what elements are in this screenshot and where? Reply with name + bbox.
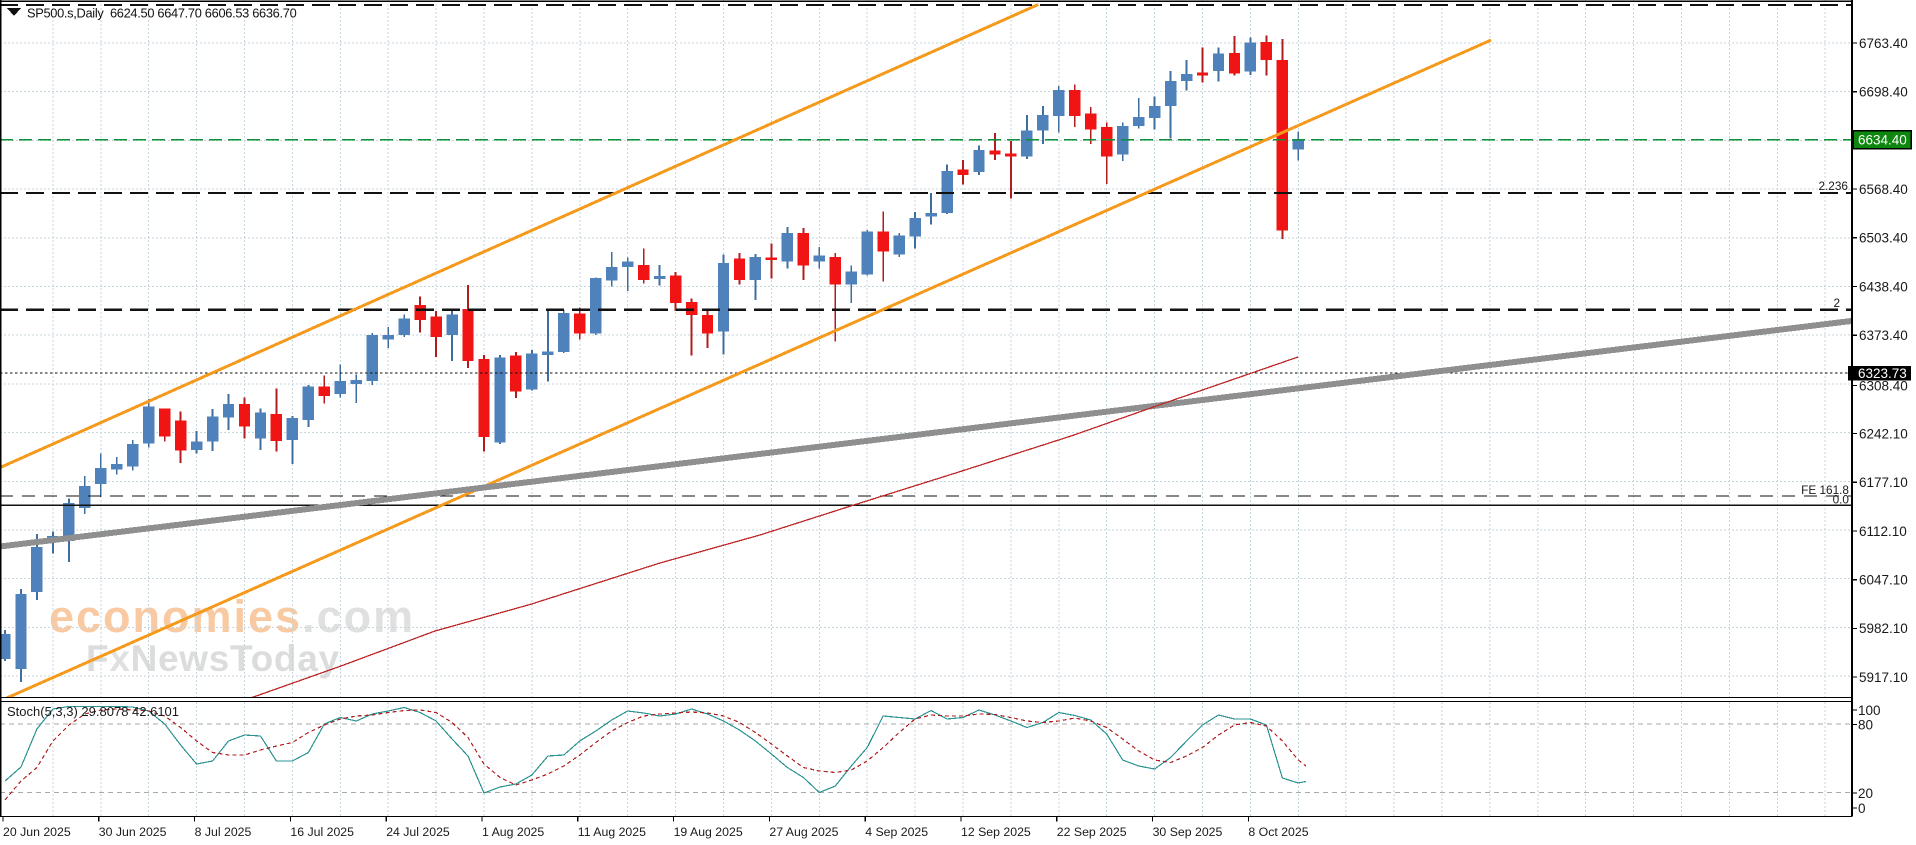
svg-text:6438.40: 6438.40	[1859, 279, 1908, 294]
svg-text:16 Jul 2025: 16 Jul 2025	[290, 825, 354, 839]
svg-text:8 Oct 2025: 8 Oct 2025	[1248, 825, 1308, 839]
svg-text:80: 80	[1858, 717, 1873, 732]
svg-text:6373.40: 6373.40	[1859, 328, 1908, 343]
svg-text:19 Aug 2025: 19 Aug 2025	[674, 825, 743, 839]
svg-text:6177.10: 6177.10	[1859, 475, 1908, 490]
svg-text:6763.40: 6763.40	[1859, 36, 1908, 51]
svg-text:FE 161.8: FE 161.8	[1801, 483, 1849, 497]
svg-text:8 Jul 2025: 8 Jul 2025	[195, 825, 252, 839]
svg-text:30 Sep 2025: 30 Sep 2025	[1153, 825, 1223, 839]
svg-text:24 Jul 2025: 24 Jul 2025	[386, 825, 450, 839]
svg-text:30 Jun 2025: 30 Jun 2025	[99, 825, 167, 839]
svg-text:2: 2	[1833, 296, 1840, 310]
svg-text:0: 0	[1858, 801, 1866, 816]
svg-text:20: 20	[1858, 786, 1873, 801]
svg-text:1 Aug 2025: 1 Aug 2025	[482, 825, 544, 839]
svg-text:27 Aug 2025: 27 Aug 2025	[769, 825, 838, 839]
svg-text:5982.10: 5982.10	[1859, 621, 1908, 636]
svg-text:100: 100	[1858, 703, 1881, 718]
svg-text:6634.40: 6634.40	[1858, 133, 1907, 148]
svg-text:2.236: 2.236	[1818, 179, 1848, 193]
svg-text:6242.10: 6242.10	[1859, 426, 1908, 441]
svg-text:5917.10: 5917.10	[1859, 670, 1908, 685]
svg-text:FxNewsToday: FxNewsToday	[86, 638, 340, 679]
svg-text:6568.40: 6568.40	[1859, 182, 1908, 197]
svg-text:12 Sep 2025: 12 Sep 2025	[961, 825, 1031, 839]
svg-text:SP500.s,Daily 6624.50 6647.70: SP500.s,Daily 6624.50 6647.70 6606.53 66…	[27, 6, 297, 21]
svg-text:6112.10: 6112.10	[1859, 524, 1907, 539]
svg-text:6698.40: 6698.40	[1859, 85, 1908, 100]
svg-text:6323.73: 6323.73	[1858, 366, 1907, 381]
svg-text:6503.40: 6503.40	[1859, 231, 1908, 246]
svg-text:22 Sep 2025: 22 Sep 2025	[1057, 825, 1127, 839]
svg-text:11 Aug 2025: 11 Aug 2025	[578, 825, 646, 839]
svg-text:20 Jun 2025: 20 Jun 2025	[3, 825, 71, 839]
svg-text:4 Sep 2025: 4 Sep 2025	[865, 825, 928, 839]
svg-text:0.0: 0.0	[1833, 493, 1850, 507]
svg-text:6047.10: 6047.10	[1859, 573, 1908, 588]
svg-text:6308.40: 6308.40	[1859, 378, 1908, 393]
svg-text:Stoch(5,3,3) 29.8078 42.6101: Stoch(5,3,3) 29.8078 42.6101	[7, 704, 179, 719]
